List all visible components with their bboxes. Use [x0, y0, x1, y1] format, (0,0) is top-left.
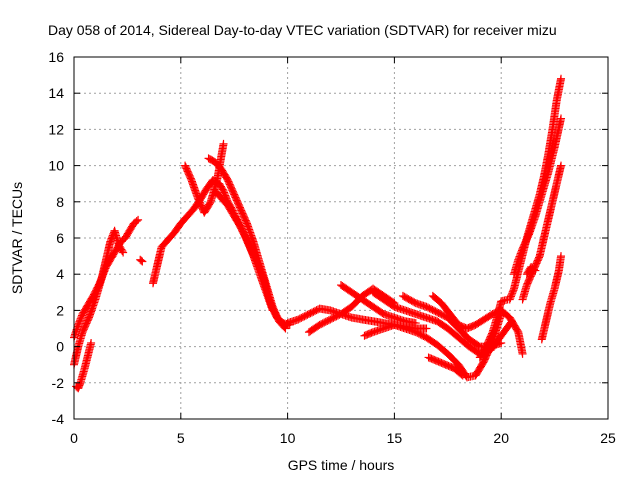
- data-point: [118, 247, 127, 256]
- data-point: [138, 257, 147, 266]
- data-point: [132, 217, 141, 226]
- data-point: [136, 255, 145, 264]
- x-tick-label: 10: [280, 430, 296, 446]
- y-tick-label: -2: [52, 375, 65, 391]
- y-tick-label: 4: [56, 266, 64, 282]
- data-point: [557, 74, 566, 83]
- chart-title: Day 058 of 2014, Sidereal Day-to-day VTE…: [48, 22, 557, 38]
- y-tick-label: 0: [56, 339, 64, 355]
- data-point: [457, 370, 466, 379]
- y-axis-label: SDTVAR / TECUs: [9, 182, 25, 294]
- data-point: [137, 256, 146, 265]
- data-point: [280, 323, 289, 332]
- data-point: [557, 252, 566, 261]
- x-tick-label: 25: [600, 430, 616, 446]
- data-point: [529, 265, 538, 274]
- series-arc-19: [510, 114, 566, 279]
- data-point: [458, 371, 467, 380]
- series-arc-11: [337, 281, 420, 328]
- series-arc-8: [210, 186, 277, 315]
- series-arc-17: [475, 295, 512, 362]
- y-tick-label: 16: [48, 49, 64, 65]
- series-arc-15: [428, 291, 527, 358]
- data-point: [119, 248, 128, 257]
- data-point: [557, 114, 566, 123]
- x-axis-label: GPS time / hours: [288, 457, 395, 473]
- series-arc-4: [108, 215, 143, 261]
- y-tick-label: 14: [48, 85, 64, 101]
- series-arc-12: [360, 310, 506, 382]
- y-tick-label: 8: [56, 194, 64, 210]
- data-point: [268, 306, 277, 315]
- data-points: [70, 74, 566, 393]
- series-arc-13: [369, 288, 516, 358]
- x-tick-label: 0: [70, 430, 78, 446]
- series-arc-21: [537, 252, 566, 344]
- series-arc-16: [424, 353, 467, 380]
- series-arc-23: [136, 255, 147, 266]
- y-tick-label: 12: [48, 121, 64, 137]
- x-tick-label: 15: [387, 430, 403, 446]
- data-point: [281, 324, 290, 333]
- series-arc-22: [522, 262, 540, 279]
- x-tick-label: 5: [177, 430, 185, 446]
- data-point: [557, 161, 566, 170]
- data-point: [531, 266, 540, 275]
- y-tick-label: 10: [48, 158, 64, 174]
- y-tick-label: -4: [52, 411, 65, 427]
- data-point: [134, 215, 143, 224]
- y-tick-label: 6: [56, 230, 64, 246]
- data-point: [518, 349, 527, 358]
- x-tick-label: 20: [493, 430, 509, 446]
- data-point: [219, 139, 228, 148]
- data-point: [497, 338, 506, 347]
- data-point: [411, 319, 420, 328]
- axis-ticks: -4 -2 0 2 4 6 8 10 12 14 16 0 5 10 15 20 25: [48, 49, 616, 446]
- data-point: [87, 338, 96, 347]
- y-tick-label: 2: [56, 302, 64, 318]
- data-point: [422, 324, 431, 333]
- series-arc-2: [70, 252, 117, 342]
- series-arc-6: [181, 139, 228, 217]
- series-arc-3: [72, 338, 96, 393]
